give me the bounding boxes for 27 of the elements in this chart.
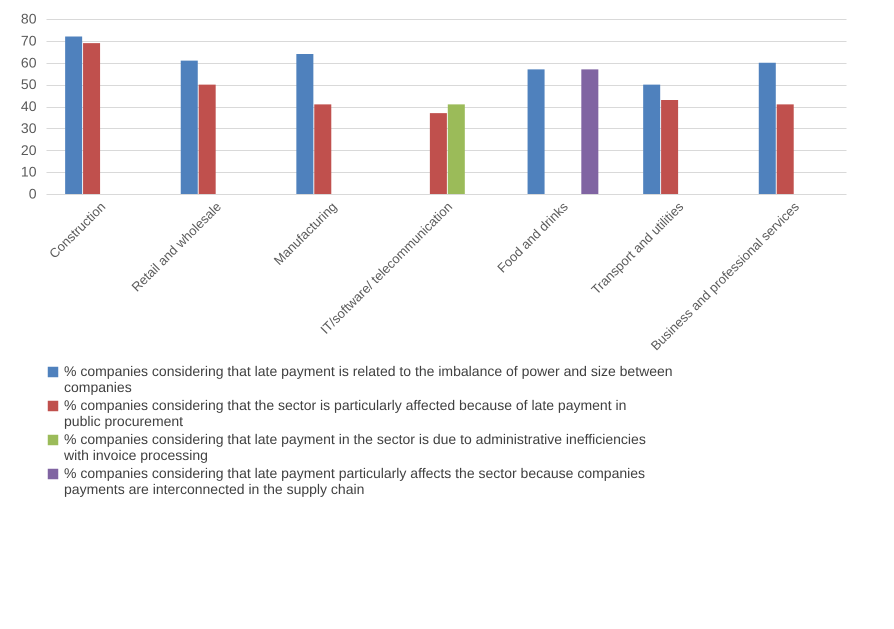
y-tick-label: 70 xyxy=(20,32,37,48)
bar xyxy=(776,104,794,194)
y-tick-label: 0 xyxy=(28,186,37,202)
bar xyxy=(581,69,598,194)
bar xyxy=(430,113,447,194)
legend-label: % companies considering that late payment particularly affects the sector because companies payments are interconnected in the supply chain xyxy=(64,465,646,497)
bar xyxy=(296,54,314,194)
bar xyxy=(65,36,82,194)
legend-label: % companies considering that late payment in the sector is due to administrative inefficiencies with invoice processing xyxy=(63,431,646,463)
y-tick-label: 10 xyxy=(20,164,37,180)
bar xyxy=(198,84,216,194)
bar xyxy=(180,60,198,194)
legend-label: % companies considering that late payment is related to the imbalance of power and size between companies xyxy=(64,363,673,395)
bar xyxy=(314,104,332,194)
y-tick-label: 20 xyxy=(20,142,37,158)
y-tick-label: 40 xyxy=(20,98,37,114)
bar xyxy=(643,84,660,194)
y-tick-label: 50 xyxy=(20,76,37,92)
y-tick-label: 60 xyxy=(20,54,37,70)
legend-label: % companies considering that the sector is particularly affected because of late payment in public procurement xyxy=(64,397,626,429)
y-tick-label: 80 xyxy=(20,10,37,26)
y-tick-label: 30 xyxy=(20,120,37,136)
bar xyxy=(758,62,776,194)
bar xyxy=(448,104,465,194)
bar xyxy=(83,43,100,194)
bar xyxy=(661,100,678,194)
bar xyxy=(528,69,545,194)
